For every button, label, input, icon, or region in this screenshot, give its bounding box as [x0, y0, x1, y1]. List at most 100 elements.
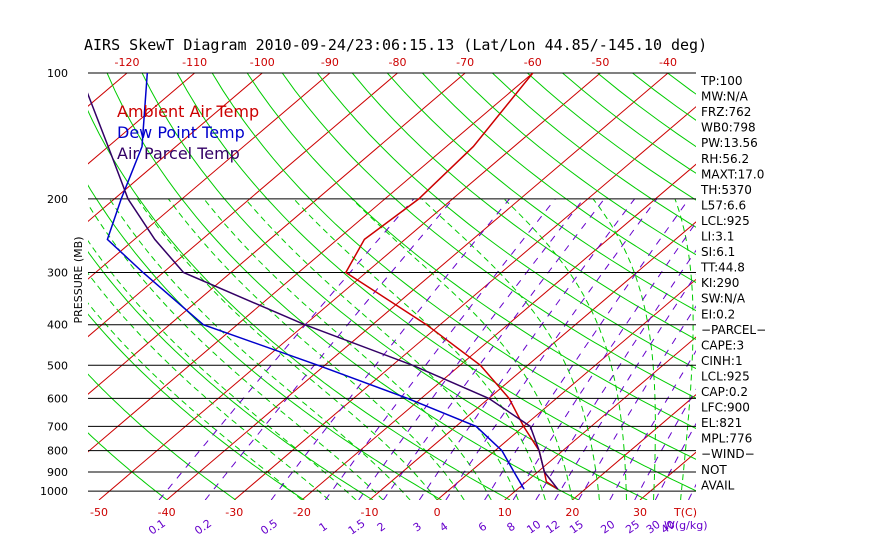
pressure-tick-label: 900	[47, 466, 68, 479]
stat-line: L57:6.6	[701, 198, 746, 212]
moist-adiabat-line	[88, 272, 330, 500]
dry-adiabat-line	[176, 73, 696, 492]
dry-adiabat-line	[808, 73, 870, 500]
mixing-ratio-tick-label: 2	[375, 520, 388, 535]
bottom-temperature-tick-labels: -50 -40 -30 -20 -10 0 10 20 30	[90, 506, 647, 519]
isotherm-line	[0, 73, 59, 500]
mixing-ratio-line	[358, 198, 584, 500]
chart-title: AIRS SkewT Diagram 2010-09-24/23:06:15.1…	[84, 36, 707, 54]
mixing-ratio-line	[535, 249, 696, 500]
moist-adiabat-line	[293, 198, 546, 500]
stat-line: SI:6.1	[701, 245, 735, 259]
isotherm-line	[504, 336, 696, 500]
moist-adiabat-line	[674, 198, 694, 500]
pressure-tick-label: 200	[47, 193, 68, 206]
dry-adiabat-line	[88, 250, 374, 500]
stat-line: MPL:776	[701, 432, 752, 446]
moist-adiabat-line	[109, 198, 411, 500]
mixing-ratio-line	[609, 349, 696, 500]
dry-adiabat-line	[88, 373, 236, 500]
mixing-ratio-line	[654, 422, 696, 500]
legend-parcel: Air Parcel Temp	[117, 144, 240, 163]
moist-adiabat-line	[88, 302, 303, 500]
dry-adiabat-grid	[88, 73, 870, 500]
dry-adiabat-line	[281, 73, 696, 399]
stat-line: LFC:900	[701, 401, 750, 415]
stat-line: CAP:0.2	[701, 385, 748, 399]
isotherm-line	[88, 73, 263, 223]
stat-line: EL:821	[701, 416, 742, 430]
moist-adiabat-line	[503, 198, 627, 500]
isotherm-line	[88, 73, 534, 453]
dry-adiabat-line	[386, 73, 696, 312]
mixing-ratio-tick-label: 0.5	[258, 517, 280, 538]
pressure-tick-label: 700	[47, 420, 68, 433]
isotherm-line	[436, 278, 696, 500]
dry-adiabat-line	[88, 109, 511, 500]
mixing-ratio-grid	[158, 198, 696, 500]
isotherm-line	[843, 73, 870, 500]
dry-adiabat-line	[351, 73, 696, 340]
mixing-ratio-tick-label: 10	[524, 518, 543, 537]
legend: Ambient Air Temp Dew Point Temp Air Parc…	[117, 102, 259, 163]
stat-line: KI:290	[701, 276, 739, 290]
mixing-ratio-line	[634, 388, 696, 500]
dry-adiabat-line	[457, 73, 696, 256]
isotherm-line	[88, 73, 398, 338]
stat-line: TH:5370	[700, 183, 752, 197]
mixing-ratio-line	[578, 305, 696, 500]
dry-adiabat-line	[843, 73, 870, 500]
top-temperature-tick-label: -90	[321, 56, 339, 69]
stat-line: NOT	[701, 463, 727, 477]
mixing-ratio-line	[484, 198, 690, 500]
pressure-tick-label: 500	[47, 359, 68, 372]
moist-adiabat-line	[244, 198, 519, 500]
mixing-ratio-line	[382, 198, 605, 500]
dry-adiabat-line	[88, 432, 168, 500]
bottom-temperature-tick-label: -10	[361, 506, 379, 519]
isotherm-line	[572, 394, 696, 500]
legend-dewpoint: Dew Point Temp	[117, 123, 245, 142]
mixing-ratio-tick-label: 8	[505, 520, 518, 535]
top-temperature-tick-label: -80	[389, 56, 407, 69]
mixing-ratio-tick-label: 0.2	[192, 517, 214, 538]
isotherm-grid	[0, 73, 870, 500]
moist-adiabat-line	[168, 198, 465, 500]
dry-adiabat-line	[88, 313, 305, 500]
pressure-tick-label: 100	[47, 67, 68, 80]
stat-line: −WIND−	[701, 447, 755, 461]
isotherm-line	[233, 106, 696, 500]
legend-ambient: Ambient Air Temp	[117, 102, 259, 121]
mixing-ratio-line	[418, 198, 635, 500]
top-temperature-tick-label: -70	[456, 56, 474, 69]
bottom-temperature-tick-label: -30	[225, 506, 243, 519]
stat-line: PW:13.56	[701, 136, 758, 150]
mixing-ratio-tick-label: 25	[623, 518, 642, 537]
mixing-ratio-tick-label: 3	[411, 520, 424, 535]
mixing-ratio-unit-label: W(g/kg)	[664, 519, 708, 532]
stat-line: MW:N/A	[701, 90, 749, 104]
isotherm-line	[301, 163, 696, 500]
moist-adiabat-line	[88, 239, 357, 500]
mixing-ratio-tick-label: 20	[598, 518, 617, 537]
dry-adiabat-line	[246, 73, 696, 429]
top-temperature-tick-label: -100	[250, 56, 275, 69]
top-temperature-tick-labels: -120 -110 -100 -90 -80 -70 -60 -50 -40	[115, 56, 677, 69]
pressure-tick-label: 300	[47, 267, 68, 280]
mixing-ratio-line	[445, 198, 658, 500]
top-temperature-tick-label: -50	[591, 56, 609, 69]
pressure-tick-label: 800	[47, 445, 68, 458]
mixing-ratio-tick-label: 4	[437, 520, 450, 535]
moist-adiabat-grid	[88, 198, 694, 500]
moist-adiabat-line	[421, 198, 600, 500]
bottom-temperature-tick-label: 30	[633, 506, 647, 519]
top-temperature-tick-label: -120	[115, 56, 140, 69]
stat-line: LCL:925	[701, 369, 750, 383]
dry-adiabat-line	[773, 73, 870, 500]
pressure-tick-label: 1000	[40, 485, 68, 498]
mixing-ratio-line	[554, 273, 696, 500]
mixing-ratio-tick-label: 6	[476, 520, 489, 535]
